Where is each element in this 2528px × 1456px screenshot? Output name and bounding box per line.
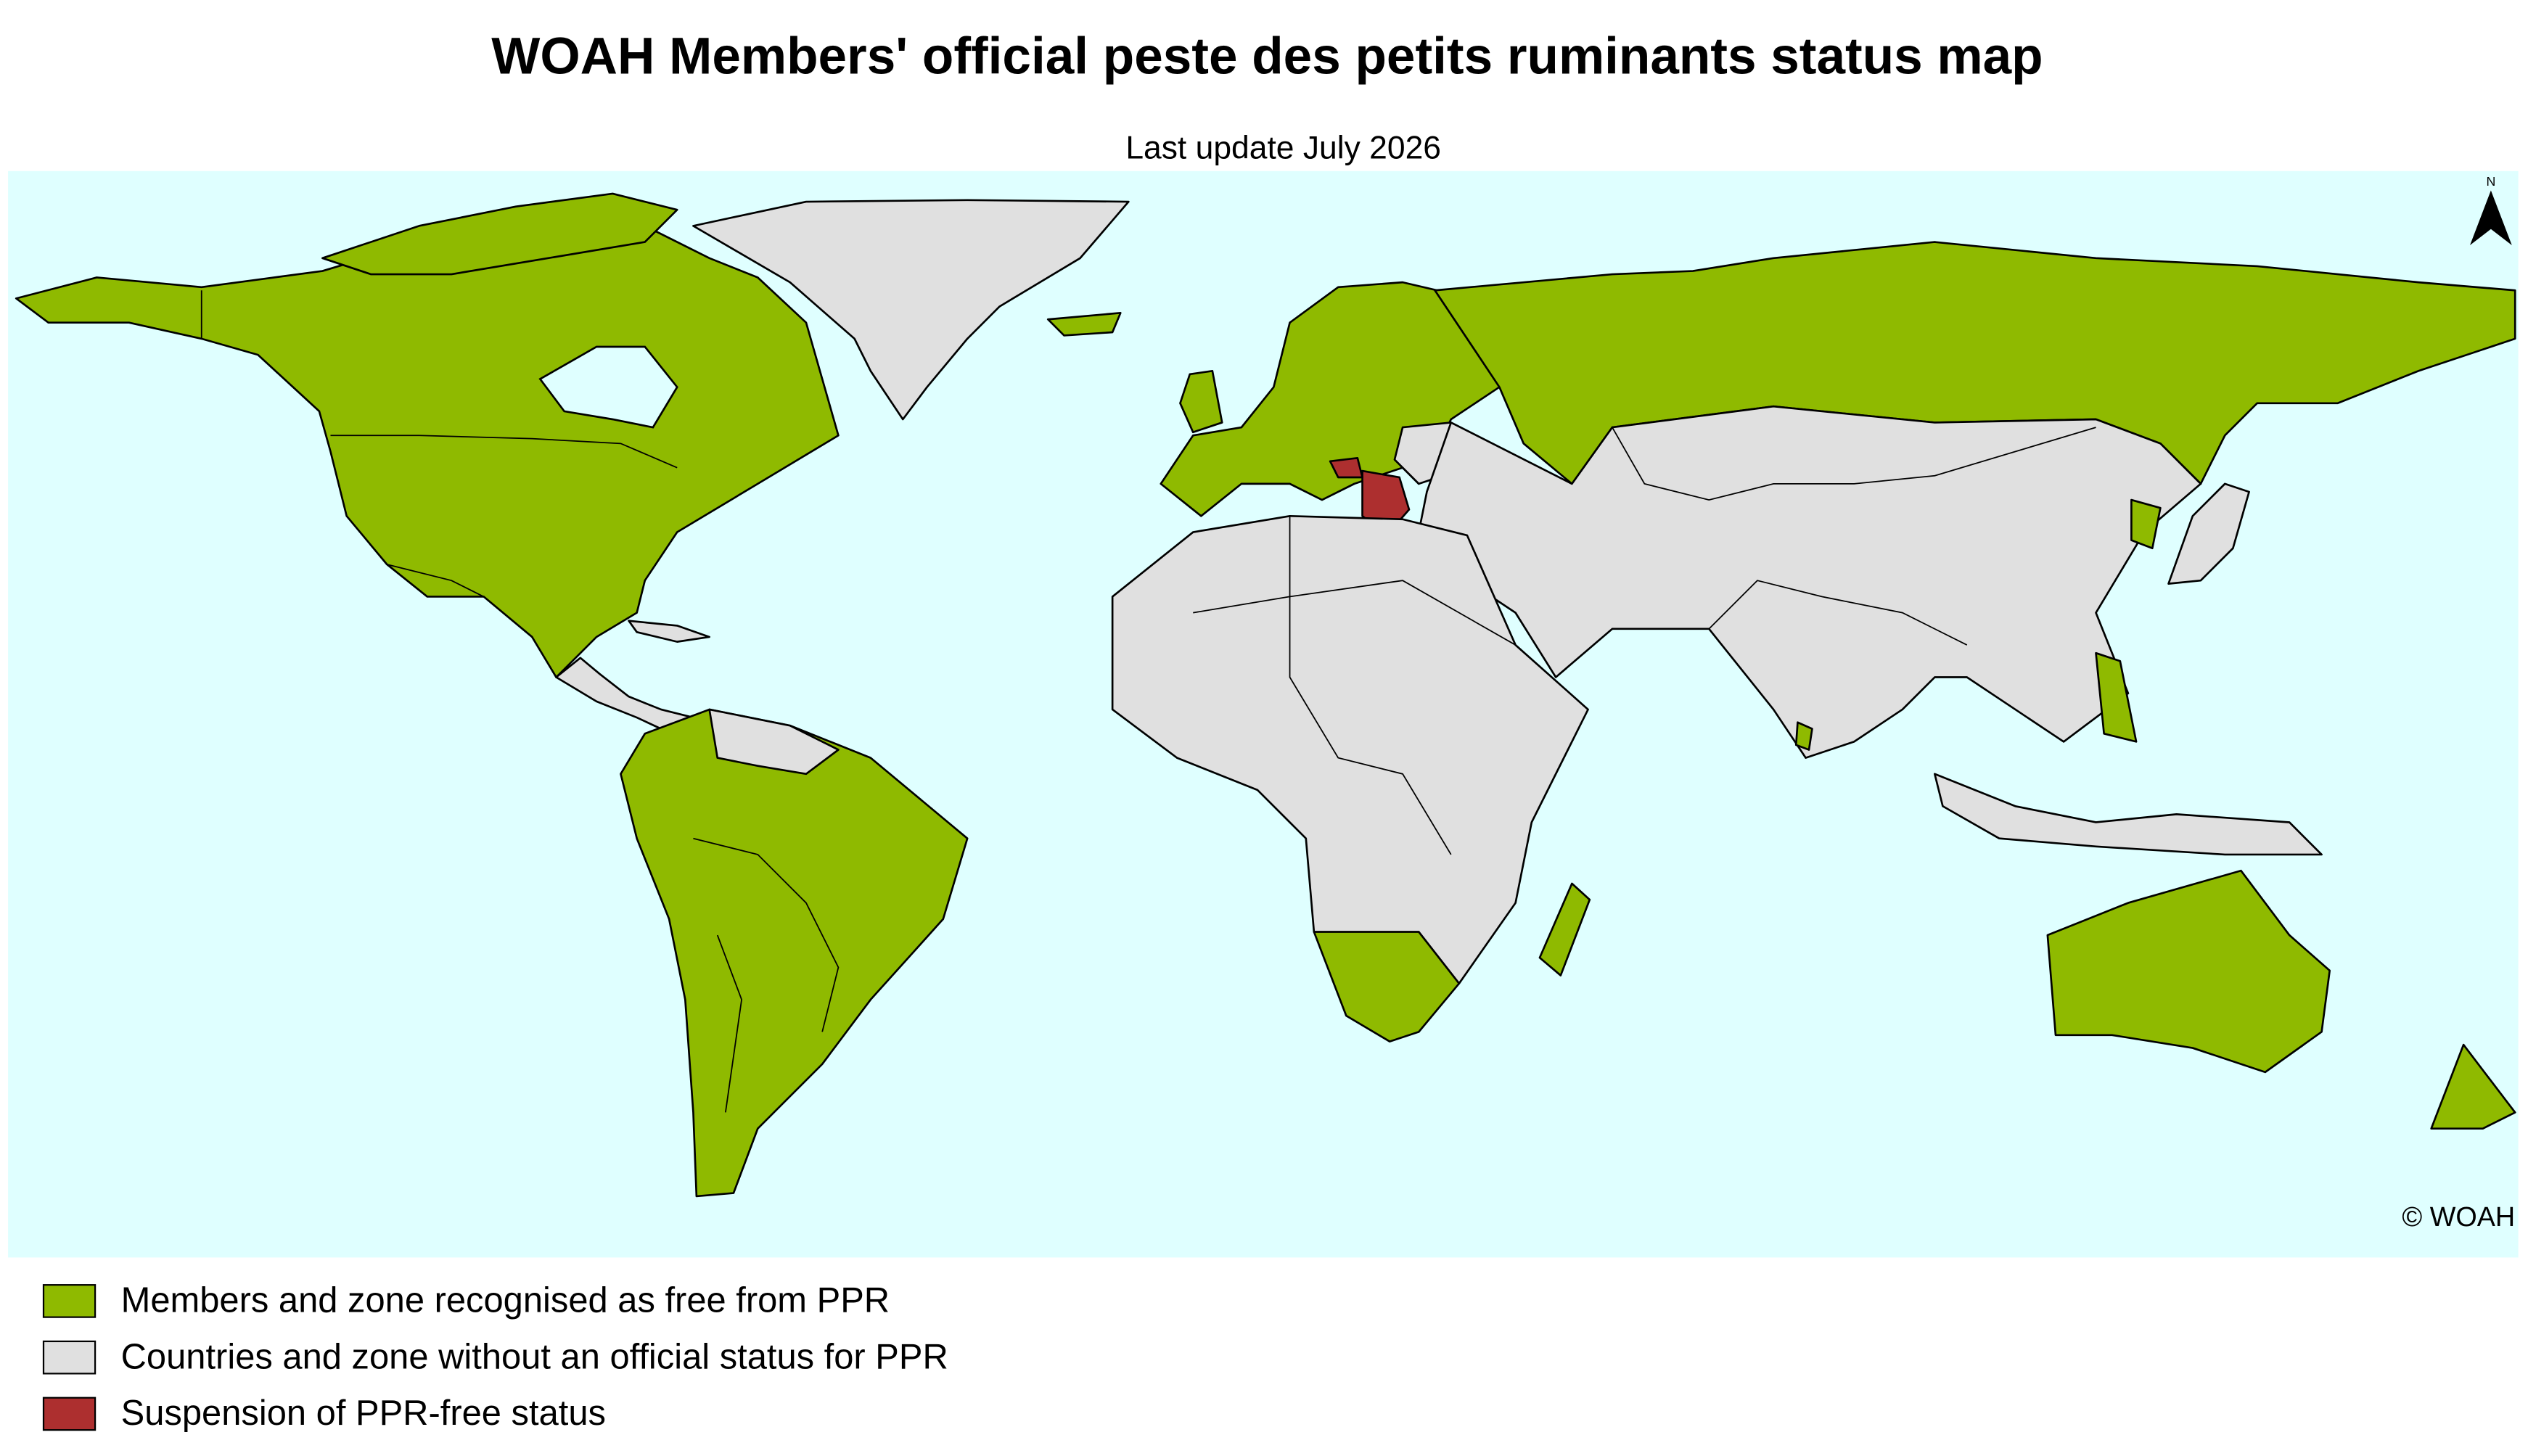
iceland — [1046, 312, 1122, 337]
map: N © WOAH — [8, 170, 2519, 1258]
greenland — [692, 199, 1130, 421]
south-america — [620, 708, 969, 1198]
southern-africa — [1313, 931, 1461, 1043]
australia — [2046, 869, 2331, 1074]
border — [330, 435, 678, 469]
japan — [2167, 482, 2250, 585]
north-label: N — [2486, 174, 2495, 189]
korea — [2130, 498, 2162, 550]
caribbean — [628, 620, 710, 643]
legend-label: Members and zone recognised as free from… — [121, 1281, 890, 1320]
map-subtitle: Last update July 2026 — [1125, 131, 1441, 166]
asia — [1417, 405, 2202, 759]
madagascar — [1538, 882, 1591, 976]
map-title: WOAH Members' official peste des petits … — [491, 28, 2043, 85]
legend-swatch — [42, 1397, 97, 1431]
venezuela-guianas — [708, 708, 840, 776]
philippines — [2095, 651, 2138, 743]
hudson-bay — [538, 345, 678, 429]
sri-lanka — [1794, 721, 1813, 751]
border — [1193, 580, 1517, 646]
border — [693, 837, 840, 1032]
suspended-zone — [1329, 456, 1363, 479]
legend: Members and zone recognised as free from… — [42, 1281, 948, 1433]
africa — [1111, 514, 1589, 985]
border — [1289, 516, 1452, 855]
new-zealand — [2430, 1043, 2516, 1130]
legend-swatch — [42, 1340, 97, 1375]
border — [1708, 580, 1968, 646]
legend-swatch — [42, 1284, 97, 1318]
border — [387, 564, 484, 598]
arctic-islands — [321, 192, 678, 276]
legend-label: Suspension of PPR-free status — [121, 1394, 606, 1433]
legend-label: Countries and zone without an official s… — [121, 1337, 948, 1376]
north-arrow — [2470, 190, 2512, 246]
border — [716, 934, 743, 1113]
indonesia — [1933, 773, 2323, 856]
border — [1612, 427, 2096, 501]
britain — [1179, 370, 1223, 434]
copyright: © WOAH — [2402, 1202, 2515, 1233]
